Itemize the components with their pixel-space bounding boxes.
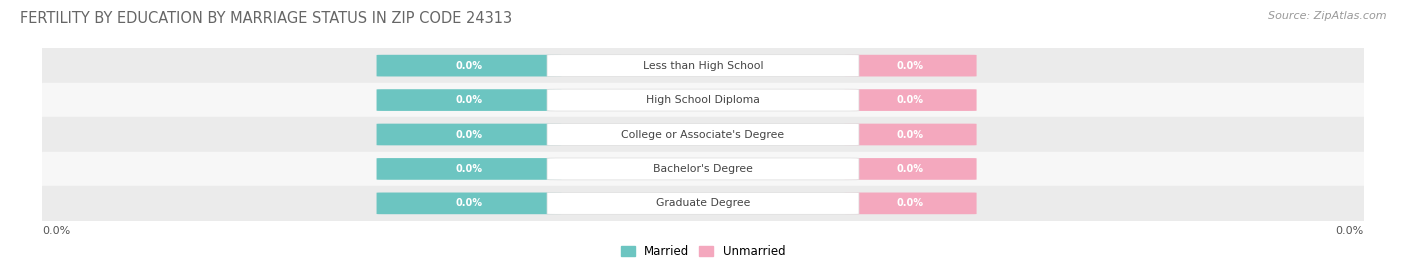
Text: 0.0%: 0.0% bbox=[897, 198, 924, 208]
FancyBboxPatch shape bbox=[845, 89, 977, 111]
FancyBboxPatch shape bbox=[377, 55, 561, 76]
Bar bbox=[42, 152, 1364, 186]
FancyBboxPatch shape bbox=[845, 55, 977, 76]
Text: Graduate Degree: Graduate Degree bbox=[655, 198, 751, 208]
FancyBboxPatch shape bbox=[547, 55, 859, 77]
Text: High School Diploma: High School Diploma bbox=[647, 95, 759, 105]
Text: 0.0%: 0.0% bbox=[897, 129, 924, 140]
Text: College or Associate's Degree: College or Associate's Degree bbox=[621, 129, 785, 140]
Text: 0.0%: 0.0% bbox=[456, 95, 482, 105]
Text: 0.0%: 0.0% bbox=[897, 61, 924, 71]
Text: 0.0%: 0.0% bbox=[42, 226, 70, 236]
Legend: Married, Unmarried: Married, Unmarried bbox=[616, 240, 790, 263]
Bar bbox=[42, 83, 1364, 117]
FancyBboxPatch shape bbox=[547, 158, 859, 180]
Text: FERTILITY BY EDUCATION BY MARRIAGE STATUS IN ZIP CODE 24313: FERTILITY BY EDUCATION BY MARRIAGE STATU… bbox=[20, 11, 512, 26]
FancyBboxPatch shape bbox=[845, 158, 977, 180]
FancyBboxPatch shape bbox=[377, 124, 561, 145]
FancyBboxPatch shape bbox=[547, 89, 859, 111]
Text: 0.0%: 0.0% bbox=[897, 164, 924, 174]
Text: 0.0%: 0.0% bbox=[456, 129, 482, 140]
Bar bbox=[42, 48, 1364, 83]
Text: 0.0%: 0.0% bbox=[456, 61, 482, 71]
Bar bbox=[42, 186, 1364, 221]
Text: 0.0%: 0.0% bbox=[897, 95, 924, 105]
FancyBboxPatch shape bbox=[547, 192, 859, 214]
FancyBboxPatch shape bbox=[377, 158, 561, 180]
Text: 0.0%: 0.0% bbox=[456, 198, 482, 208]
FancyBboxPatch shape bbox=[547, 123, 859, 146]
Text: 0.0%: 0.0% bbox=[456, 164, 482, 174]
Bar bbox=[42, 117, 1364, 152]
Text: 0.0%: 0.0% bbox=[1336, 226, 1364, 236]
FancyBboxPatch shape bbox=[377, 89, 561, 111]
Text: Source: ZipAtlas.com: Source: ZipAtlas.com bbox=[1268, 11, 1386, 21]
Text: Less than High School: Less than High School bbox=[643, 61, 763, 71]
Text: Bachelor's Degree: Bachelor's Degree bbox=[652, 164, 754, 174]
FancyBboxPatch shape bbox=[845, 124, 977, 145]
FancyBboxPatch shape bbox=[845, 193, 977, 214]
FancyBboxPatch shape bbox=[377, 193, 561, 214]
